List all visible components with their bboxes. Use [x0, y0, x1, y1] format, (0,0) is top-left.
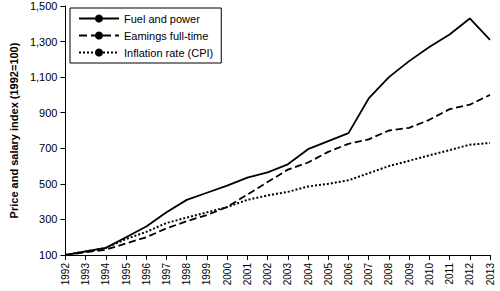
svg-text:2008: 2008	[383, 263, 394, 286]
svg-text:2001: 2001	[242, 263, 253, 286]
svg-text:1996: 1996	[141, 263, 152, 286]
svg-text:1,500: 1,500	[30, 0, 58, 12]
svg-text:2000: 2000	[222, 263, 233, 286]
svg-text:1,300: 1,300	[30, 36, 58, 48]
svg-text:2009: 2009	[404, 263, 415, 286]
svg-text:100: 100	[39, 249, 57, 261]
svg-text:1999: 1999	[201, 263, 212, 286]
svg-text:Eamings full-time: Eamings full-time	[124, 30, 208, 42]
svg-text:700: 700	[39, 142, 57, 154]
svg-text:1997: 1997	[161, 263, 172, 286]
svg-text:2002: 2002	[262, 263, 273, 286]
svg-text:Fuel and power: Fuel and power	[124, 13, 200, 25]
svg-text:2011: 2011	[444, 263, 455, 285]
svg-text:2012: 2012	[464, 263, 475, 286]
svg-text:2005: 2005	[323, 263, 334, 286]
svg-text:2007: 2007	[363, 263, 374, 286]
svg-text:2006: 2006	[343, 263, 354, 286]
svg-text:Price and salary index (1992=1: Price and salary index (1992=100)	[8, 42, 20, 218]
svg-text:1995: 1995	[121, 263, 132, 286]
svg-text:Inflation rate (CPI): Inflation rate (CPI)	[124, 47, 213, 59]
svg-text:1992: 1992	[60, 263, 71, 286]
svg-text:2004: 2004	[303, 263, 314, 286]
svg-text:1,100: 1,100	[30, 71, 58, 83]
svg-text:500: 500	[39, 178, 57, 190]
svg-text:2003: 2003	[282, 263, 293, 286]
svg-text:1998: 1998	[181, 263, 192, 286]
svg-text:1993: 1993	[80, 263, 91, 286]
svg-text:1994: 1994	[100, 263, 111, 286]
svg-text:900: 900	[39, 107, 57, 119]
svg-text:2010: 2010	[424, 263, 435, 286]
svg-text:2013: 2013	[485, 263, 496, 286]
svg-text:300: 300	[39, 213, 57, 225]
